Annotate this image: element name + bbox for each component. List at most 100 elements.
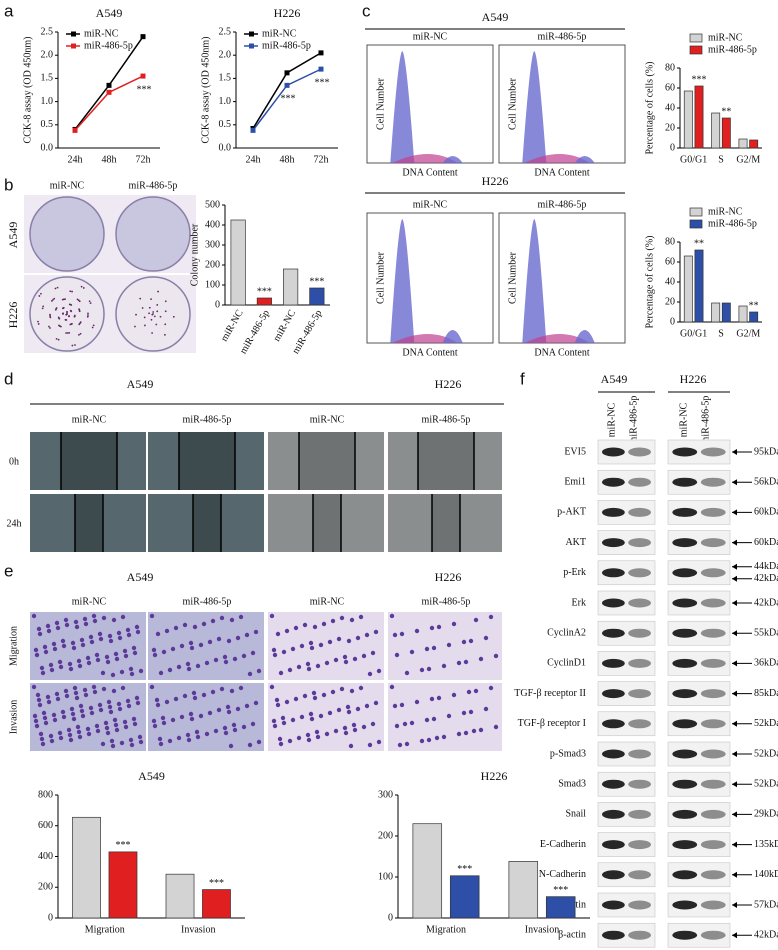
marker: [284, 70, 290, 76]
marker: [250, 127, 256, 133]
cell: [358, 614, 364, 620]
cell: [235, 635, 241, 641]
cell: [54, 620, 60, 626]
cell: [132, 721, 138, 727]
cell: [231, 722, 237, 728]
colony: [79, 321, 82, 324]
cell: [306, 737, 312, 743]
cell: [63, 617, 69, 623]
band: [672, 689, 698, 699]
cell: [120, 614, 126, 620]
band: [628, 689, 652, 699]
cell: [225, 704, 231, 710]
legend-swatch: [689, 45, 703, 55]
cell: [461, 710, 467, 716]
colony: [48, 325, 50, 328]
band: [628, 719, 652, 729]
x-tick-label: miR-NC: [271, 308, 298, 344]
cell: [429, 625, 435, 631]
significance: ***: [115, 840, 130, 851]
cell: [272, 652, 278, 658]
x-tick-label: Migration: [85, 924, 125, 935]
cell: [49, 667, 55, 673]
cell: [161, 649, 167, 655]
cell: [232, 656, 238, 662]
legend-swatch: [689, 207, 703, 217]
colony: [73, 314, 76, 317]
colony: [58, 317, 61, 320]
cell: [446, 713, 452, 719]
band: [628, 568, 652, 578]
band: [672, 900, 698, 910]
y-tick-label: 40: [665, 276, 675, 287]
legend-label: miR-NC: [708, 32, 743, 43]
blot: [597, 530, 656, 555]
bar: [108, 851, 138, 919]
cell: [152, 723, 158, 729]
significance: ***: [137, 84, 152, 95]
cell: [129, 742, 135, 748]
cell: [42, 644, 48, 650]
cell: [117, 706, 123, 712]
cell: [68, 737, 74, 743]
bar: [72, 816, 101, 919]
group-title: A549: [482, 10, 509, 24]
cell: [86, 731, 92, 737]
cell: [488, 685, 494, 691]
cell: [49, 738, 55, 744]
colony: [155, 323, 158, 326]
cell: [52, 717, 58, 723]
band: [628, 779, 652, 789]
cell: [79, 637, 85, 643]
band: [672, 809, 698, 819]
marker: [140, 73, 146, 79]
colony: [157, 290, 159, 293]
cell: [399, 631, 405, 637]
cell: [182, 622, 188, 628]
g2-peak: [442, 156, 463, 163]
cell: [330, 618, 336, 624]
cell: [321, 692, 327, 698]
cell: [397, 742, 403, 748]
transwell-image: [148, 683, 264, 751]
kda-label: 85kDa: [754, 688, 778, 699]
cell: [299, 643, 305, 649]
cell: [424, 646, 430, 652]
column-header: miR-NC: [310, 414, 345, 425]
cell: [38, 731, 44, 737]
axis-label: Cell Number: [507, 77, 518, 130]
cell: [88, 634, 94, 640]
colony: [41, 307, 44, 310]
arrowhead: [732, 509, 737, 516]
colony: [56, 286, 59, 289]
cell: [210, 618, 216, 624]
cell: [409, 649, 415, 655]
band: [601, 658, 625, 668]
cell: [34, 652, 40, 658]
band: [628, 900, 652, 910]
cell: [135, 629, 141, 635]
y-tick-label: 0.0: [41, 142, 54, 153]
axis-label: Cell Number: [507, 251, 518, 304]
cell: [426, 666, 432, 672]
cell: [192, 695, 198, 701]
y-tick-label: 300: [205, 239, 220, 250]
marker: [106, 82, 112, 88]
protein-name: p-Smad3: [550, 748, 586, 759]
cell: [238, 614, 244, 620]
band: [628, 477, 652, 487]
column-header: miR-486-5p: [538, 31, 587, 42]
band: [601, 507, 625, 517]
cell: [201, 692, 207, 698]
cell: [404, 741, 410, 747]
colony: [49, 313, 51, 316]
cell: [318, 713, 324, 719]
band: [601, 447, 625, 457]
x-tick-label: miR-NC: [219, 308, 246, 344]
kda-label: 60kDa: [754, 537, 778, 548]
cell: [394, 652, 400, 658]
kda-label: 140kDa: [754, 869, 778, 880]
cell: [271, 647, 277, 653]
cell: [463, 659, 469, 665]
cell: [75, 724, 81, 730]
